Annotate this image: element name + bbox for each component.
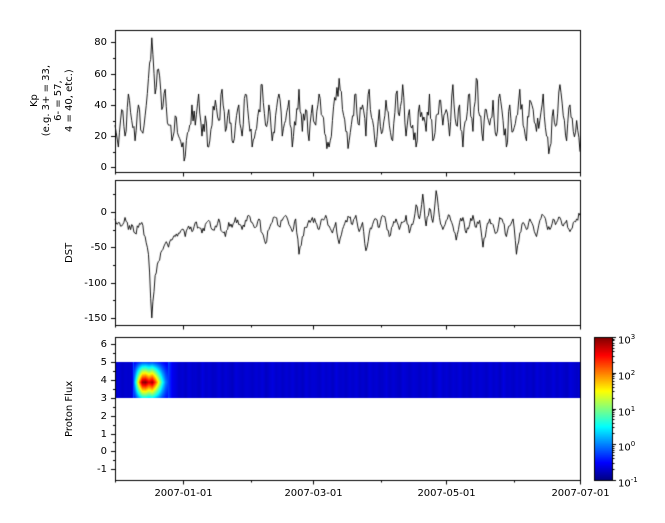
y-tick-label: -150 [84,312,107,324]
y-tick-label: 20 [94,130,107,142]
y-tick-label: 2 [100,410,107,422]
y-tick-label: -50 [90,241,107,253]
y-tick-label: 5 [100,356,107,368]
y-tick-label: 6 [100,338,107,350]
x-tick-label: 2007-01-01 [154,488,213,499]
y-tick-label: -100 [84,277,107,289]
x-tick-label: 2007-03-01 [284,488,343,499]
y-tick-label: 80 [94,36,107,48]
y-tick-label: 3 [100,392,107,404]
y-tick-label: 60 [94,68,107,80]
colorbar-tick-label: 101 [618,404,636,418]
y-tick-label: 40 [94,99,107,111]
colorbar-tick-label: 100 [618,439,636,453]
y-tick-label: -1 [97,463,107,475]
colorbar-tick-label: 102 [618,368,636,382]
y-tick-label: 0 [100,161,107,173]
y-tick-label: 4 [100,374,107,386]
y-tick-label: 0 [100,445,107,457]
colorbar-tick-label: 103 [618,332,636,346]
y-tick-label: 0 [100,206,107,218]
colorbar-tick-label: 10-1 [618,475,638,489]
x-tick-label: 2007-07-01 [551,488,610,499]
y-tick-label: 1 [100,428,107,440]
x-tick-label: 2007-05-01 [417,488,476,499]
